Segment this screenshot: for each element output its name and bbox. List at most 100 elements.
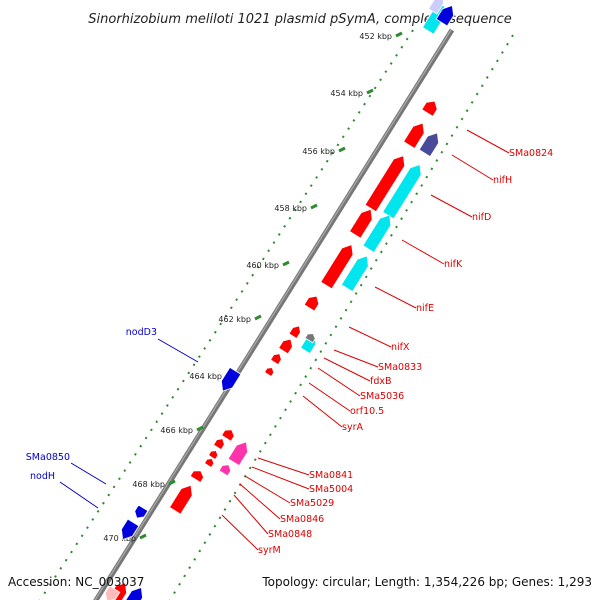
scale-label: 454 kbp — [330, 89, 363, 98]
gene-label[interactable]: fdxB — [370, 376, 392, 387]
tick-mark — [309, 184, 313, 187]
tick-mark — [344, 308, 348, 312]
gene-label[interactable]: SMa0833 — [378, 362, 422, 373]
scale-label: 464 kbp — [189, 372, 222, 381]
tick-mark — [341, 135, 345, 139]
gene-arrow — [382, 164, 422, 220]
tick-mark — [395, 225, 398, 229]
tick-mark — [400, 217, 403, 221]
scale-label: 452 kbp — [359, 32, 392, 41]
tick-mark — [334, 325, 338, 329]
tick-mark — [173, 591, 176, 594]
tick-mark — [373, 86, 377, 90]
tick-mark — [118, 477, 121, 481]
tick-mark — [384, 70, 388, 73]
tick-mark — [293, 208, 297, 212]
scale-label: 458 kbp — [274, 204, 307, 213]
scale-label: 468 kbp — [132, 480, 165, 489]
gene-label[interactable]: nifD — [472, 212, 491, 223]
gene-arrow — [403, 122, 425, 150]
gene-label[interactable]: SMa0824 — [509, 148, 553, 159]
tick-mark — [289, 400, 292, 403]
gene-arrow — [189, 470, 205, 483]
major-tick — [338, 146, 346, 153]
tick-mark — [107, 493, 111, 497]
gene-label[interactable]: orf10.5 — [350, 406, 384, 417]
tick-mark — [139, 444, 143, 448]
tick-mark — [284, 408, 287, 412]
tick-mark — [155, 420, 159, 424]
tick-mark — [187, 371, 191, 375]
tick-mark — [490, 67, 494, 71]
tick-mark — [319, 350, 323, 354]
scale-label: 462 kbp — [218, 315, 251, 324]
tick-mark — [325, 159, 329, 163]
tick-mark — [80, 534, 84, 538]
gene-labels: SMa0824 nifH nifD nifK nifE nifX SMa0833 fdxB SM… — [26, 148, 553, 556]
tick-mark — [349, 300, 353, 304]
tick-mark — [263, 441, 267, 445]
gene-arrow — [168, 484, 193, 515]
tick-mark — [304, 375, 308, 378]
tick-mark — [160, 412, 164, 415]
tick-mark — [269, 433, 272, 437]
gene-label[interactable]: SMa5036 — [360, 391, 404, 402]
tick-mark — [251, 273, 255, 277]
gene-label[interactable]: nifH — [493, 175, 512, 186]
tick-mark — [410, 200, 413, 204]
tick-mark — [445, 142, 449, 146]
scale-label: 470 kbp — [103, 534, 136, 543]
tick-mark — [390, 233, 393, 237]
label-leader — [257, 457, 310, 476]
label-leader — [59, 481, 99, 509]
gene-label[interactable]: syrA — [342, 422, 363, 433]
tick-mark — [75, 542, 79, 546]
major-tick — [282, 260, 290, 267]
tick-mark — [224, 314, 228, 318]
tick-mark — [240, 290, 244, 293]
gene-label[interactable]: SMa0846 — [280, 514, 324, 525]
gene-label[interactable]: SMa0848 — [268, 529, 312, 540]
tick-mark — [357, 110, 361, 114]
tick-mark — [389, 62, 393, 65]
tick-mark — [465, 109, 469, 113]
tick-mark — [256, 265, 260, 269]
gene-arrow — [303, 295, 320, 312]
gene-arrow — [278, 338, 293, 355]
tick-mark — [395, 53, 398, 57]
label-leader — [374, 286, 417, 309]
gene-label[interactable]: nifE — [416, 303, 434, 314]
gene-label[interactable]: nifK — [444, 259, 463, 270]
gene-label[interactable]: SMa0841 — [309, 470, 353, 481]
gene-label[interactable]: SMa5029 — [290, 498, 334, 509]
gene-arrow — [212, 438, 225, 451]
label-leader — [348, 326, 392, 348]
label-leader — [308, 382, 351, 412]
label-leaders — [59, 129, 510, 551]
tick-mark — [470, 100, 474, 104]
tick-mark — [150, 428, 153, 432]
gene-arrow — [263, 367, 275, 378]
label-leader — [430, 194, 473, 218]
gene-label[interactable]: nifX — [391, 342, 410, 353]
gene-label[interactable]: nodH — [30, 471, 55, 482]
gene-arrow — [134, 504, 149, 519]
tick-mark — [400, 45, 404, 49]
gene-label[interactable]: nodD3 — [126, 327, 157, 338]
tick-mark — [435, 159, 439, 162]
tick-mark — [329, 333, 333, 337]
tick-mark — [86, 526, 89, 529]
gene-label[interactable]: SMa5004 — [309, 484, 353, 495]
gene-arrow — [220, 366, 242, 392]
scale-labels: 452 kbp 454 kbp 456 kbp 458 kbp 460 kbp 462 k… — [103, 31, 403, 543]
gene-arrow — [362, 214, 392, 253]
tick-mark — [299, 200, 302, 204]
gene-label[interactable]: SMa0850 — [26, 452, 70, 463]
tick-mark — [352, 119, 356, 122]
gene-label[interactable]: syrM — [258, 545, 281, 556]
major-tick — [310, 203, 318, 210]
tick-mark — [336, 143, 340, 147]
tick-mark — [279, 416, 282, 420]
tick-mark — [304, 192, 308, 196]
tick-mark — [181, 379, 185, 383]
